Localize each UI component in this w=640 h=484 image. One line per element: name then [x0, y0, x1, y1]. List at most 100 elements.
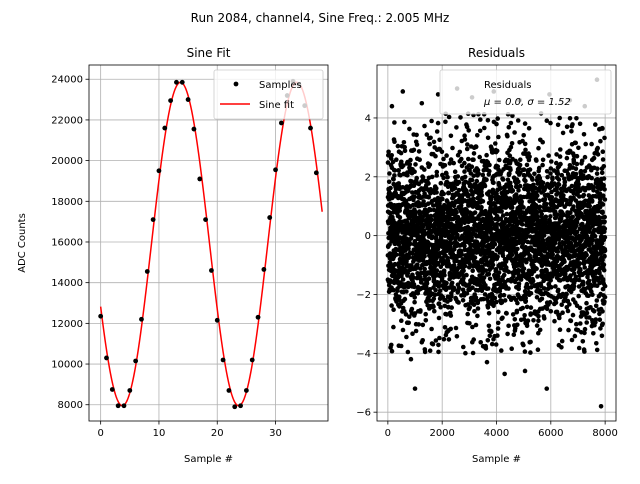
residual-point: [406, 246, 411, 251]
residual-point: [540, 180, 546, 186]
residual-point: [578, 267, 583, 273]
residual-point: [499, 348, 504, 353]
residual-point: [540, 139, 545, 145]
y-tick-label: −6: [356, 408, 371, 419]
legend-sine-fit-label: Sine fit: [259, 100, 294, 111]
residual-point: [517, 183, 523, 189]
residual-point: [426, 181, 431, 186]
residual-point: [470, 350, 476, 356]
sample-point: [226, 388, 232, 393]
residual-point: [407, 314, 412, 320]
residual-point: [412, 284, 417, 290]
residual-point: [464, 291, 470, 296]
residual-point: [509, 205, 515, 210]
x-tick-label: 30: [269, 428, 282, 439]
residual-point: [582, 154, 588, 160]
residual-point: [431, 139, 437, 145]
residual-point: [473, 144, 479, 150]
sample-point: [139, 316, 144, 322]
residual-point: [595, 166, 600, 171]
residual-point: [412, 311, 418, 316]
y-tick-label: 20000: [51, 156, 83, 167]
residual-point: [597, 317, 603, 323]
sine-fit-curve-layer: [99, 81, 323, 407]
residual-point: [420, 338, 426, 343]
residual-point: [423, 311, 429, 317]
residual-point: [549, 285, 554, 290]
residual-point: [511, 332, 517, 338]
residual-point: [512, 130, 517, 135]
residual-point: [456, 285, 462, 291]
residual-point: [399, 159, 404, 165]
residual-point: [422, 123, 427, 129]
residual-point: [601, 164, 607, 169]
residual-point: [466, 156, 471, 162]
residual-point: [586, 293, 591, 299]
residual-point: [528, 339, 533, 345]
residual-point: [476, 171, 482, 176]
residual-point: [459, 156, 464, 162]
sine-fit-ylabel: ADC Counts: [17, 213, 28, 273]
residual-point: [544, 306, 550, 312]
residual-point: [480, 270, 485, 276]
residual-point: [548, 120, 553, 126]
y-tick-label: 16000: [51, 237, 83, 248]
residual-point: [513, 256, 519, 262]
residual-point: [589, 198, 595, 203]
residual-point: [568, 318, 574, 324]
residual-point: [479, 208, 484, 214]
residual-point: [518, 277, 524, 282]
residual-point: [507, 171, 512, 176]
residual-point: [447, 161, 453, 166]
residual-point: [528, 305, 534, 310]
residual-point: [422, 167, 427, 172]
residual-point: [412, 194, 417, 199]
residual-point: [449, 241, 454, 246]
residual-point: [569, 129, 574, 134]
residual-point: [580, 282, 586, 287]
residual-point: [557, 327, 563, 333]
residual-point: [442, 163, 448, 168]
residual-point: [422, 349, 428, 355]
residual-point: [420, 258, 426, 264]
residual-point: [523, 298, 529, 304]
residual-point: [500, 213, 506, 218]
residual-point: [508, 144, 514, 150]
residual-point: [512, 317, 518, 322]
residual-point: [597, 280, 603, 286]
residual-point: [486, 286, 491, 291]
residual-point: [593, 317, 599, 322]
residual-outlier-point: [419, 100, 425, 106]
residual-point: [599, 333, 605, 339]
residual-point: [398, 150, 404, 156]
residual-point: [407, 241, 413, 247]
residual-point: [396, 168, 401, 173]
residual-point: [442, 272, 447, 278]
residual-point: [528, 311, 533, 316]
residual-point: [389, 239, 394, 244]
residual-point: [473, 295, 479, 301]
residual-point: [499, 208, 504, 214]
residual-point: [495, 273, 501, 279]
residual-point: [522, 349, 528, 354]
residual-point: [462, 160, 467, 166]
residual-point: [591, 155, 597, 161]
residual-point: [600, 202, 606, 207]
residual-point: [525, 318, 531, 324]
residual-point: [438, 235, 444, 241]
residual-point: [449, 293, 454, 299]
residual-point: [397, 215, 403, 220]
residual-point: [576, 145, 581, 151]
residual-point: [429, 217, 435, 222]
residual-point: [432, 308, 437, 314]
residual-point: [518, 157, 523, 162]
residual-point: [417, 157, 423, 162]
residual-point: [389, 153, 395, 158]
residual-point: [595, 152, 601, 157]
residual-point: [602, 235, 608, 240]
residual-point: [429, 326, 434, 332]
residual-point: [485, 305, 491, 310]
residual-point: [582, 330, 587, 336]
residual-point: [562, 179, 568, 184]
residual-point: [508, 167, 513, 173]
